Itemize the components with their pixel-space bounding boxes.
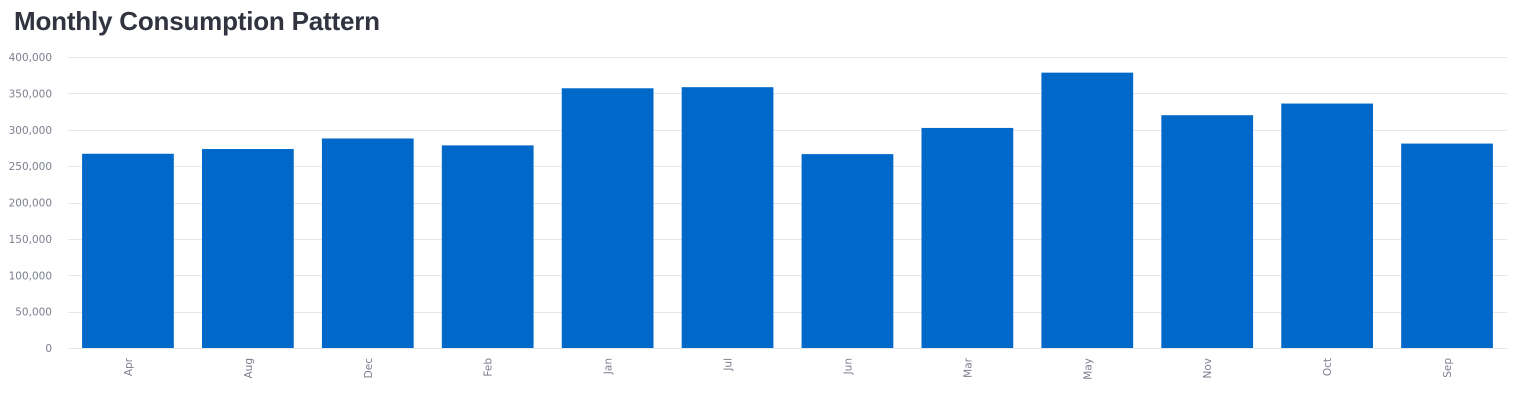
y-tick-label: 50,000 [15,307,52,319]
bar-jan[interactable] [561,88,654,348]
x-tick-label: Feb [483,358,495,377]
x-tick-label: Aug [243,358,255,379]
x-tick-label: Mar [962,357,974,377]
bar-nov[interactable] [1161,115,1254,348]
y-tick-label: 100,000 [9,270,52,282]
bar-mar[interactable] [921,127,1014,349]
x-tick-label: Apr [123,357,135,376]
bars [82,72,1493,349]
y-tick-label: 200,000 [9,198,52,210]
bar-sep[interactable] [1401,143,1493,348]
gridlines [68,57,1507,349]
x-tick-label: Nov [1202,358,1214,379]
bar-aug[interactable] [202,149,294,348]
y-tick-label: 150,000 [9,234,52,246]
bar-may[interactable] [1041,72,1134,349]
x-axis-ticks: Apr Aug Dec Feb Jan Jul Jun Mar May Nov Oct Sep [123,357,1454,379]
x-tick-label: Jun [842,358,854,375]
chart-title: Monthly Consumption Pattern [14,6,380,36]
y-tick-label: 300,000 [9,125,52,137]
x-tick-label: Jul [723,358,735,372]
bar-jul[interactable] [681,87,774,348]
bar-feb[interactable] [441,145,534,348]
y-tick-label: 350,000 [9,88,52,100]
x-tick-label: Sep [1442,358,1454,378]
bar-oct[interactable] [1281,103,1373,348]
bar-jun[interactable] [801,154,894,348]
bar-apr[interactable] [82,153,174,348]
y-tick-label: 0 [45,343,52,355]
x-tick-label: Jan [603,358,615,375]
y-tick-label: 400,000 [9,52,52,64]
x-tick-label: Dec [363,358,375,379]
x-tick-label: Oct [1322,358,1334,376]
x-tick-label: May [1082,358,1094,380]
bar-dec[interactable] [321,138,414,348]
y-tick-label: 250,000 [9,161,52,173]
y-axis-ticks: 0 50,000 100,000 150,000 200,000 250,000 300,0… [9,52,52,355]
